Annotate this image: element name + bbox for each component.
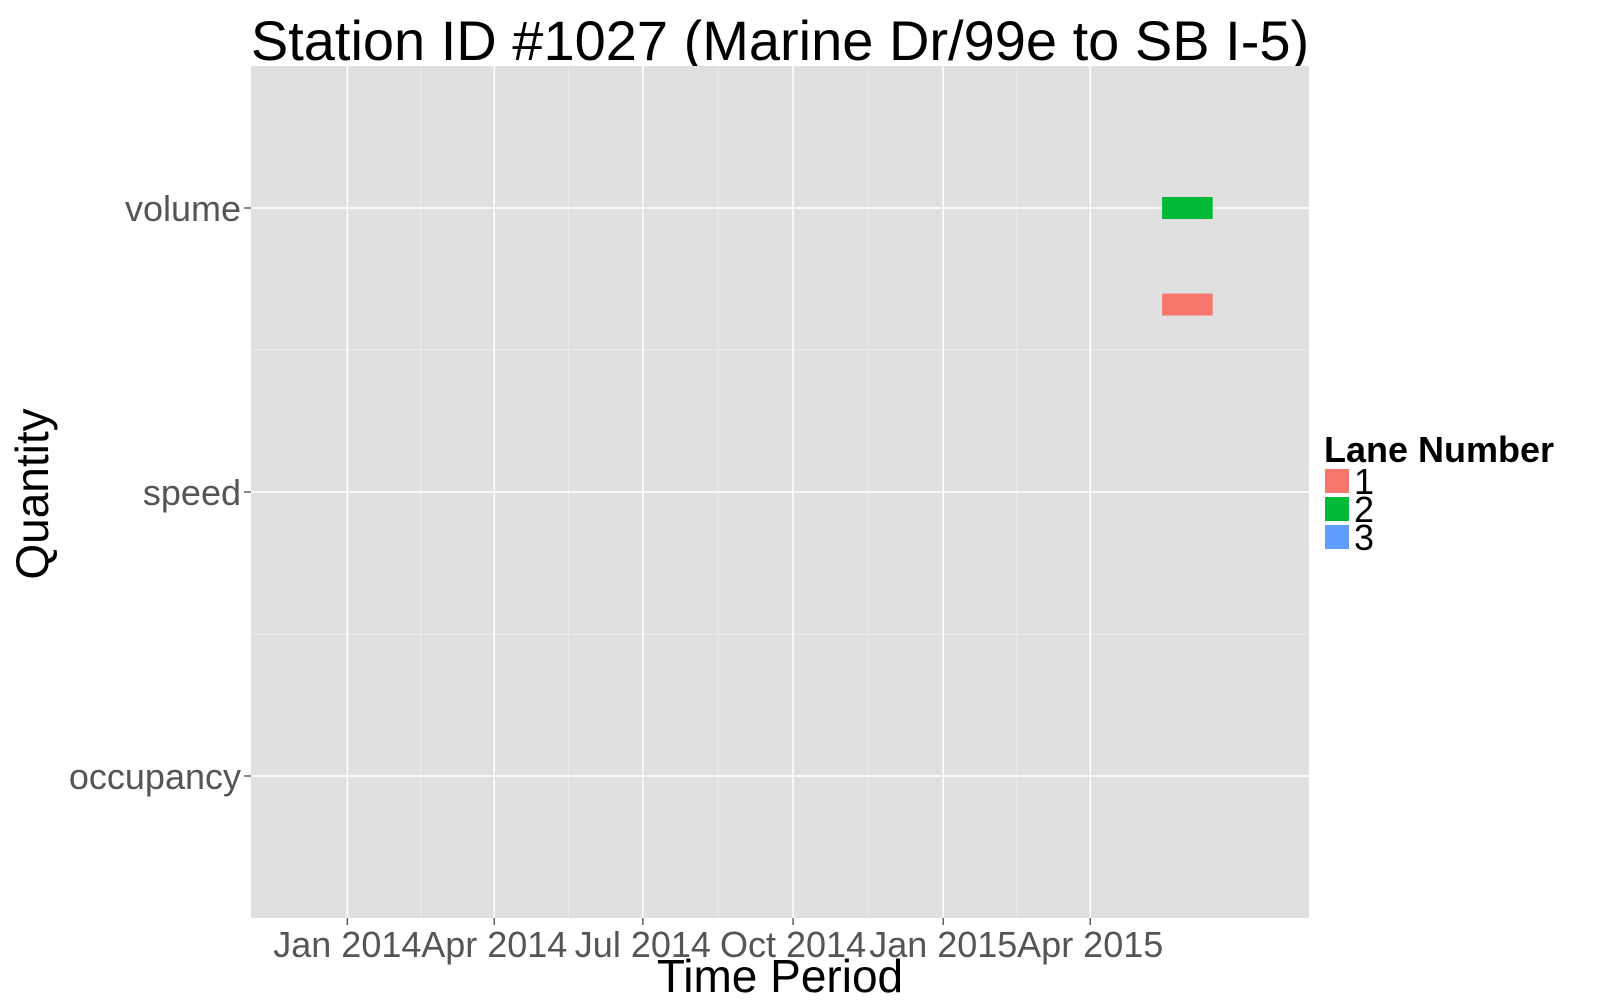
- segment-volume-lane-1: [1162, 293, 1213, 316]
- major-gridlines: [251, 66, 1309, 918]
- x-axis-title: Time Period: [657, 950, 903, 1000]
- y-tick-label: speed: [143, 472, 241, 513]
- x-tick-label: Apr 2014: [421, 924, 567, 965]
- x-tick-label: Jul 2014: [575, 924, 711, 965]
- legend-key-2: [1323, 495, 1351, 523]
- y-axis-ticks: occupancy speed volume: [69, 188, 251, 797]
- legend-title: Lane Number: [1324, 429, 1554, 470]
- segment-volume-lane-2: [1162, 197, 1213, 219]
- data-segments: [1162, 197, 1213, 316]
- x-axis-ticks: Jan 2014 Apr 2014 Jul 2014 Oct 2014 Jan 2015…: [273, 918, 1163, 965]
- legend-label-2: 2: [1354, 489, 1374, 530]
- x-tick-label: Oct 2014: [720, 924, 866, 965]
- legend-key-1: [1323, 467, 1351, 495]
- legend-items: 123: [1323, 461, 1374, 558]
- legend: Lane Number 123: [1323, 429, 1554, 558]
- chart-title: Station ID #1027 (Marine Dr/99e to SB I-…: [251, 9, 1309, 72]
- x-tick-label: Jan 2014: [273, 924, 421, 965]
- x-tick-label: Apr 2015: [1017, 924, 1163, 965]
- y-tick-label: occupancy: [69, 756, 241, 797]
- x-tick-label: Jan 2015: [869, 924, 1017, 965]
- y-tick-label: volume: [125, 188, 241, 229]
- legend-key-3: [1323, 523, 1351, 551]
- legend-label-3: 3: [1354, 517, 1374, 558]
- y-axis-title: Quantity: [6, 408, 58, 579]
- legend-label-1: 1: [1354, 461, 1374, 502]
